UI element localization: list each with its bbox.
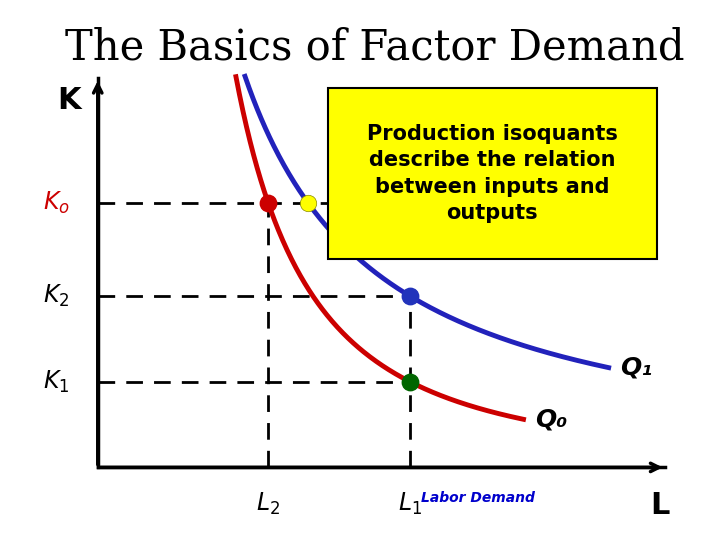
Text: K: K [58,86,81,115]
Point [262,198,274,207]
Text: Q₁: Q₁ [620,356,652,380]
Text: $L_2$: $L_2$ [256,491,280,517]
Text: $K_2$: $K_2$ [43,283,69,309]
Text: L: L [650,491,670,520]
Text: $K_1$: $K_1$ [43,369,69,395]
Text: $K_o$: $K_o$ [42,190,69,215]
Point [302,198,313,207]
Text: $L_1$: $L_1$ [398,491,422,517]
FancyBboxPatch shape [328,87,657,259]
Point [404,292,415,300]
Text: Labor Demand: Labor Demand [421,491,535,505]
Point [404,377,415,386]
Text: Production isoquants
describe the relation
between inputs and
outputs: Production isoquants describe the relati… [367,124,618,223]
Text: The Basics of Factor Demand: The Basics of Factor Demand [65,27,684,69]
Text: Q₀: Q₀ [535,407,567,431]
